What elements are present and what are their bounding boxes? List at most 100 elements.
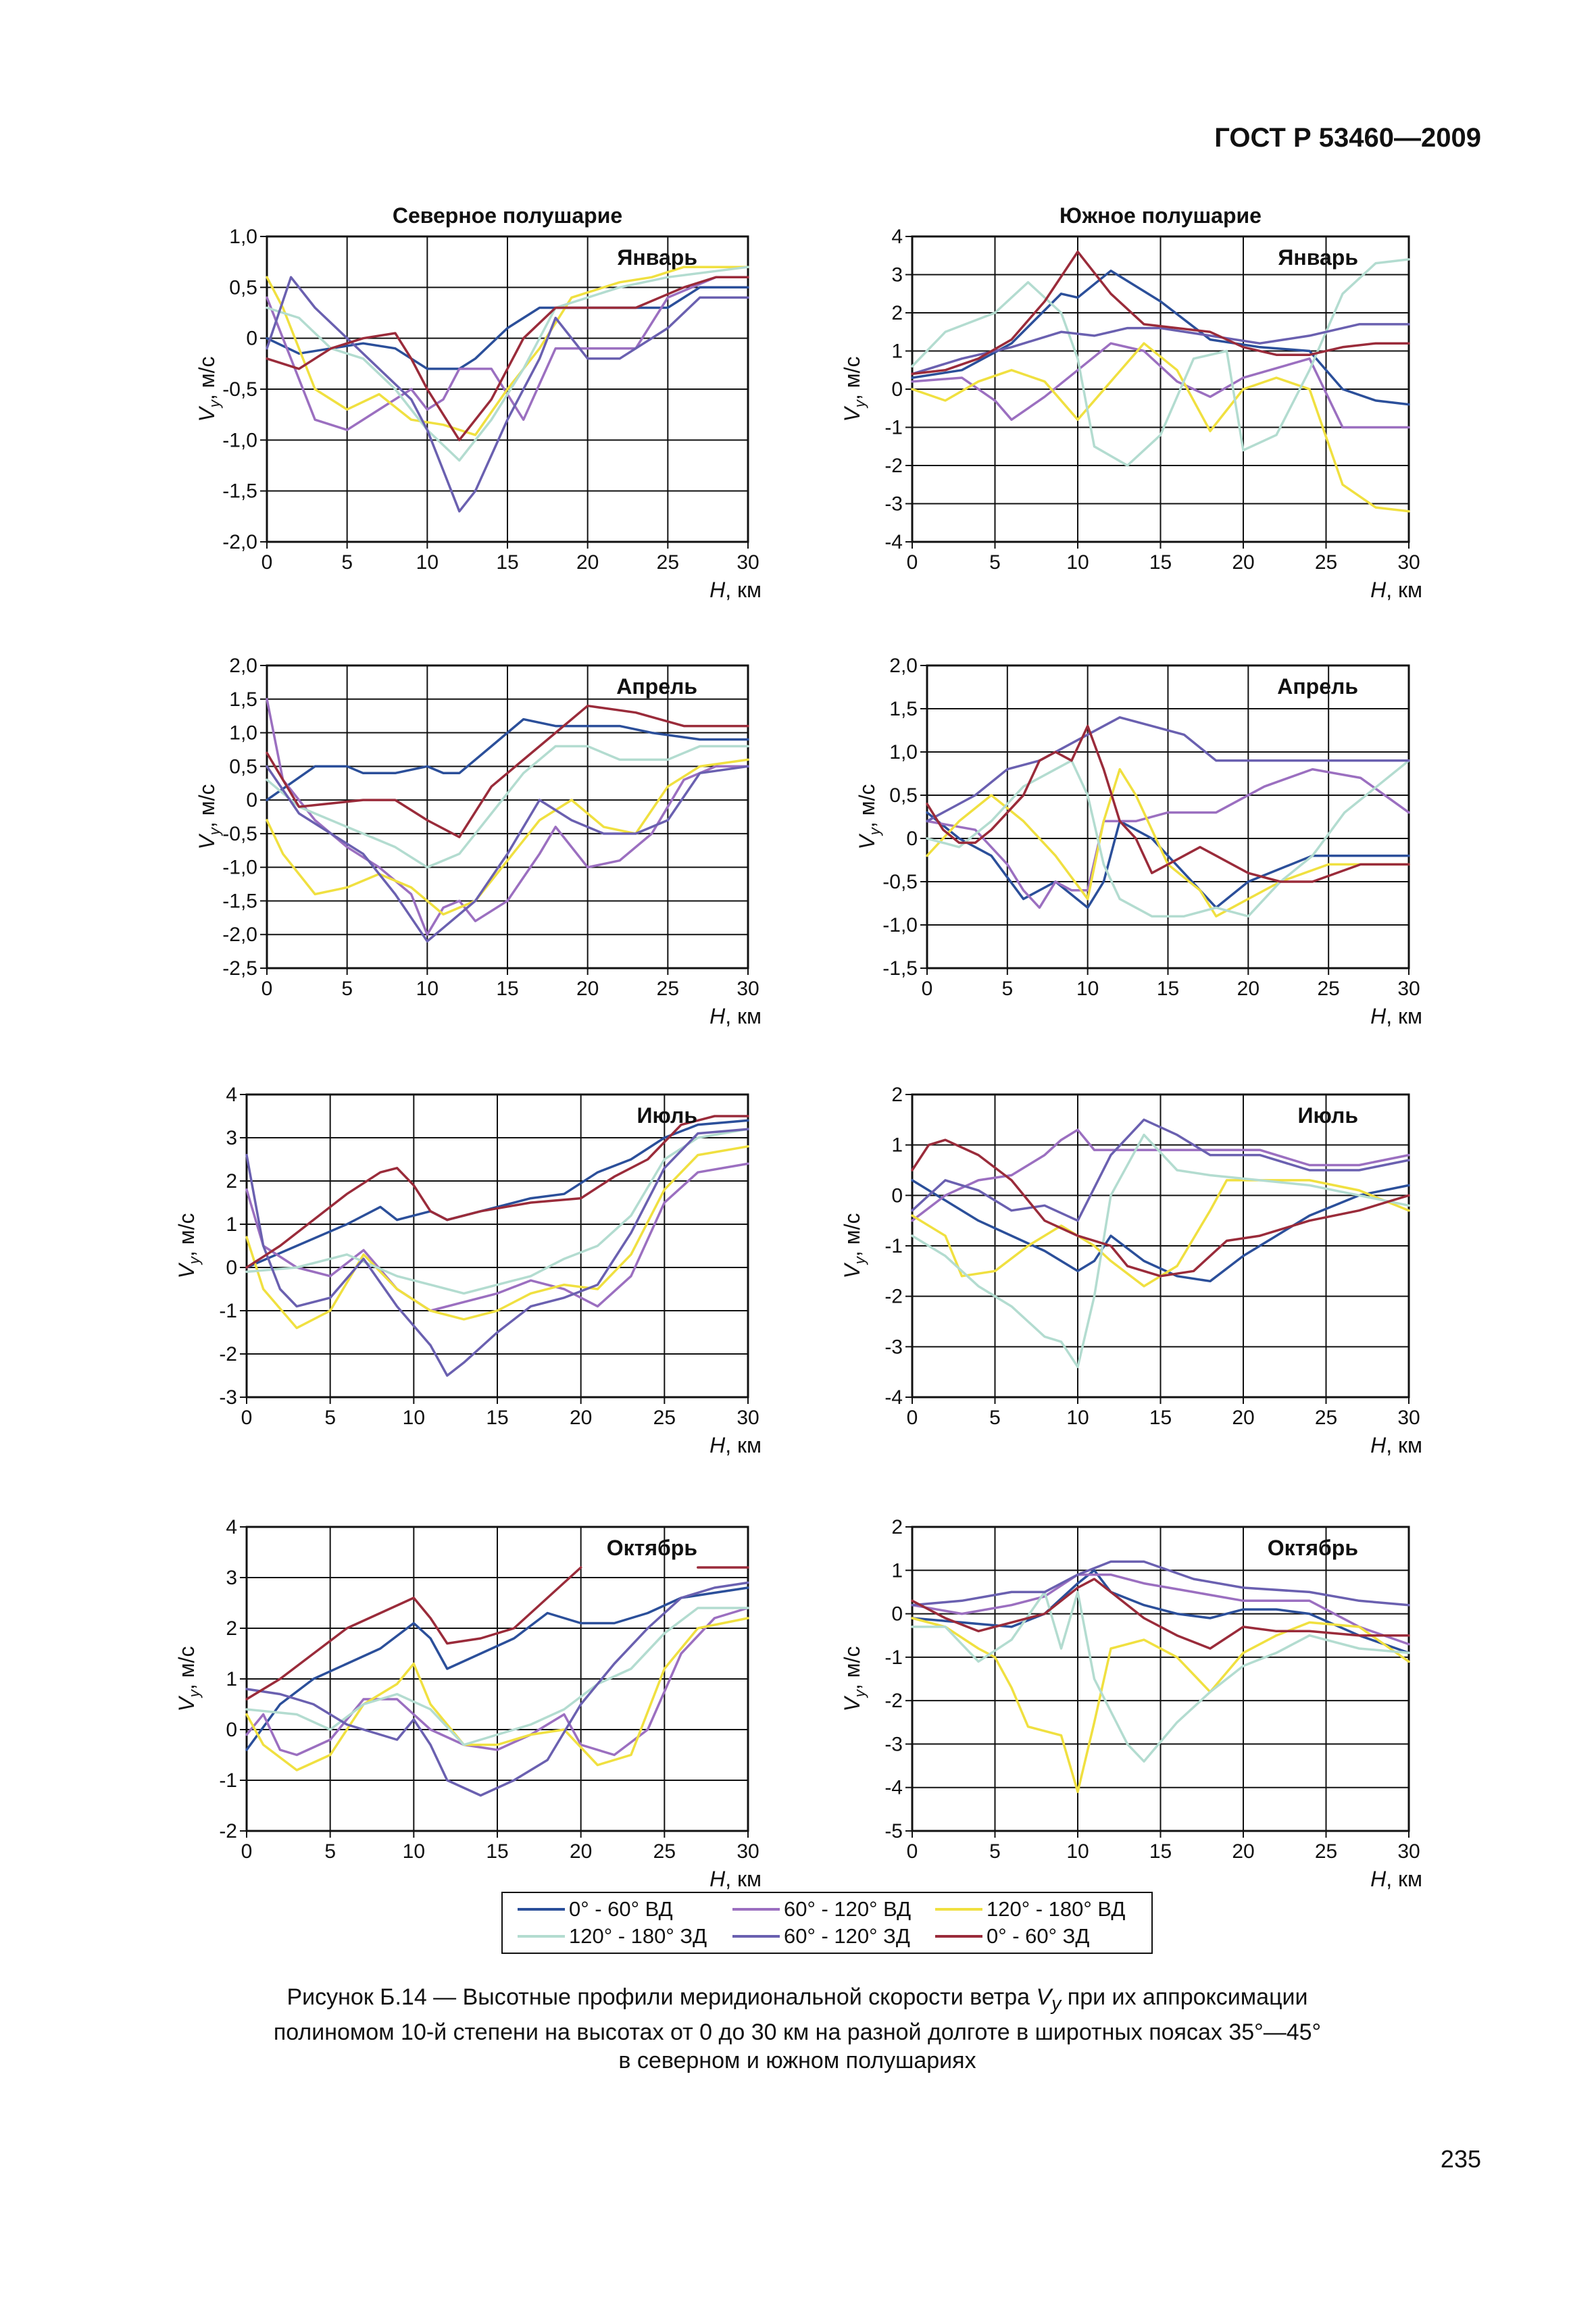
- plot-frame: [926, 664, 1410, 970]
- legend-swatch: [935, 1908, 982, 1911]
- legend-label: 120° - 180° ВД: [987, 1897, 1126, 1921]
- y-tick-label: 1: [226, 1213, 237, 1236]
- y-axis-label-group: Vy, м/с: [195, 356, 223, 422]
- x-tick-label: 15: [486, 1840, 508, 1863]
- month-label: Октябрь: [1268, 1536, 1358, 1560]
- x-axis-label: H, км: [709, 1867, 762, 1891]
- plot-frame: [266, 664, 749, 970]
- chart-sh-jan: 0 5 10 15 20 25 30 -4 -3 -2 -1 0 1 2 3 4 Январь Южное пол…: [831, 196, 1476, 626]
- chart-title: Северное полушарие: [393, 203, 622, 228]
- caption-subscript: y: [1051, 1992, 1062, 2015]
- y-tick-label: -1,5: [222, 890, 257, 912]
- plot-frame: [266, 235, 749, 543]
- y-axis-label: Vy, м/с: [174, 1646, 203, 1711]
- caption-symbol: V: [1036, 1984, 1052, 2010]
- y-tick-label: -1,5: [222, 480, 257, 503]
- chart-svg: 0 5 10 15 20 25 30 -1,5 -1,0 -0,5 0 0,5 1,0 1,5 2,0 Апр…: [855, 655, 1422, 1028]
- series-line: [926, 716, 1410, 823]
- x-tick-label: 30: [1397, 1840, 1420, 1863]
- y-tick-label: 2: [891, 1084, 903, 1106]
- legend-label: 0° - 60° ВД: [569, 1897, 673, 1921]
- y-tick-label: 2: [891, 1516, 903, 1538]
- x-tick-label: 5: [1001, 978, 1013, 1000]
- x-tick-label: 10: [403, 1840, 425, 1863]
- y-axis-label-group: Vy, м/с: [840, 1646, 868, 1711]
- x-tick-label: 15: [486, 1407, 508, 1429]
- chart-sh-jul: 0 5 10 15 20 25 30 -4 -3 -2 -1 0 1 2 Июль H, км Vy, м/с: [831, 1054, 1476, 1482]
- x-tick-label: 15: [1149, 1840, 1172, 1863]
- y-axis-label: Vy, м/с: [840, 356, 868, 422]
- plot-frame: [911, 1526, 1410, 1832]
- x-tick-label: 10: [1076, 978, 1099, 1000]
- y-tick-label: 2: [891, 302, 903, 324]
- x-tick-label: 5: [324, 1840, 336, 1863]
- caption-line-2: полиномом 10-й степени на высотах от 0 д…: [273, 2019, 1322, 2045]
- y-tick-label: -3: [219, 1386, 237, 1409]
- x-tick-label: 10: [416, 551, 439, 574]
- x-tick-label: 20: [1232, 1407, 1254, 1429]
- series-line: [266, 276, 749, 432]
- y-tick-label: -3: [884, 1336, 903, 1358]
- series-line: [266, 718, 749, 801]
- chart-nh-apr: 0 5 10 15 20 25 30 -2,5 -2,0 -1,5 -1,0 -0,5 0 0,5 1,0 1…: [186, 625, 816, 1053]
- series-line: [245, 1128, 749, 1295]
- y-tick-label: -5: [884, 1820, 903, 1842]
- x-tick-label: 20: [576, 551, 599, 574]
- x-tick-label: 20: [1232, 1840, 1254, 1863]
- series-line: [245, 1162, 749, 1312]
- series-line: [245, 1581, 749, 1797]
- month-label: Октябрь: [607, 1536, 697, 1560]
- series-line: [911, 1179, 1410, 1288]
- y-tick-label: -3: [884, 493, 903, 515]
- caption-text: Рисунок Б.14 — Высотные профили меридион…: [286, 1984, 1037, 2010]
- series-line: [911, 250, 1410, 376]
- x-tick-label: 0: [922, 978, 933, 1000]
- y-tick-label: 0: [226, 1257, 237, 1279]
- series-line: [911, 1578, 1410, 1650]
- legend-label: 0° - 60° ЗД: [987, 1924, 1090, 1948]
- legend-swatch: [732, 1935, 780, 1938]
- chart-svg: 0 5 10 15 20 25 30 -2 -1 0 1 2 3 4 Октябрь H, км Vy, м/с: [174, 1516, 762, 1891]
- x-tick-label: 0: [241, 1840, 253, 1863]
- x-tick-label: 0: [907, 551, 918, 574]
- chart-sh-oct: 0 5 10 15 20 25 30 -5 -4 -3 -2 -1 0 1 2 Октябрь H, км Vy,…: [831, 1486, 1476, 1915]
- chart-svg: 0 5 10 15 20 25 30 -4 -3 -2 -1 0 1 2 Июль H, км Vy, м/с: [840, 1084, 1422, 1457]
- x-axis-label: H, км: [1370, 1433, 1422, 1457]
- y-tick-label: 0,5: [229, 755, 257, 778]
- series-line: [911, 258, 1410, 467]
- y-tick-label: 0: [226, 1719, 237, 1741]
- x-tick-label: 5: [989, 551, 1001, 574]
- legend-item: 120° - 180° ЗД: [518, 1924, 707, 1948]
- x-axis-label: H, км: [1370, 1867, 1422, 1891]
- month-label: Апрель: [1277, 674, 1358, 699]
- y-axis-label-group: Vy, м/с: [840, 1213, 868, 1278]
- y-tick-label: -2: [884, 1690, 903, 1712]
- x-axis-label: H, км: [709, 1004, 762, 1028]
- x-tick-label: 25: [1315, 551, 1337, 574]
- legend-label: 60° - 120° ВД: [784, 1897, 912, 1921]
- y-tick-label: 4: [226, 1084, 237, 1106]
- x-tick-label: 0: [907, 1407, 918, 1429]
- x-tick-label: 5: [989, 1407, 1001, 1429]
- series-line: [911, 1128, 1410, 1222]
- chart-sh-apr: 0 5 10 15 20 25 30 -1,5 -1,0 -0,5 0 0,5 1,0 1,5 2,0 Апр…: [846, 625, 1476, 1053]
- y-tick-label: -2: [884, 1286, 903, 1308]
- month-label: Январь: [1278, 245, 1358, 270]
- chart-nh-jan: 0 5 10 15 20 25 30 -2,0 -1,5 -1,0 -0,5 0 0,5 1,0 Январ…: [186, 196, 816, 626]
- x-tick-label: 30: [737, 1407, 759, 1429]
- y-tick-label: -1,5: [882, 957, 918, 980]
- x-tick-label: 5: [341, 978, 353, 1000]
- y-axis-label-group: Vy, м/с: [195, 784, 223, 849]
- series-line: [266, 704, 749, 838]
- x-tick-label: 10: [1066, 1407, 1089, 1429]
- caption-line-1: Рисунок Б.14 — Высотные профили меридион…: [162, 1983, 1432, 2018]
- legend-swatch: [518, 1935, 565, 1938]
- series-line: [911, 342, 1410, 429]
- y-tick-label: -1: [884, 1646, 903, 1669]
- chart-svg: 0 5 10 15 20 25 30 -2,0 -1,5 -1,0 -0,5 0 0,5 1,0 Январ…: [195, 203, 762, 602]
- y-tick-label: -1,0: [222, 429, 257, 451]
- series-line: [926, 759, 1410, 917]
- series-line: [266, 758, 749, 916]
- caption-text: при их аппроксимации: [1061, 1984, 1308, 2010]
- month-label: Июль: [637, 1103, 697, 1128]
